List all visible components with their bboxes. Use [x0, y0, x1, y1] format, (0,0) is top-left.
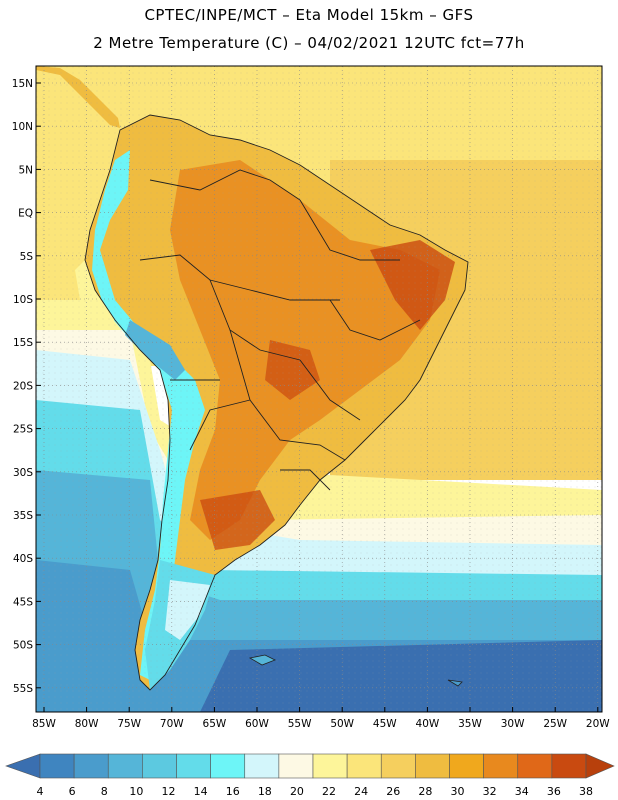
lon-label: 60W: [245, 718, 269, 730]
colorbar-label: 22: [322, 785, 336, 798]
lat-label: 30S: [13, 467, 33, 479]
lat-label: 45S: [13, 596, 33, 608]
colorbar-label: 16: [226, 785, 240, 798]
lon-label: 80W: [75, 718, 99, 730]
colorbar-label: 24: [354, 785, 368, 798]
colorbar: 4 6 8 10 12 14 16 18 20 22 24 26 28 30 32 34 36 38: [5, 753, 615, 798]
lon-label: 40W: [416, 718, 440, 730]
lon-label: 75W: [117, 718, 141, 730]
colorbar-label: 10: [129, 785, 143, 798]
lon-label: 85W: [32, 718, 56, 730]
lon-label: 35W: [458, 718, 482, 730]
colorbar-swatch: [278, 753, 314, 779]
colorbar-swatch: [415, 753, 450, 779]
country-borders: [84, 114, 469, 691]
colorbar-label: 28: [418, 785, 432, 798]
colorbar-swatch: [73, 753, 109, 779]
colorbar-swatch: [380, 753, 416, 779]
lat-label: 15N: [12, 78, 33, 90]
colorbar-label: 6: [69, 785, 76, 798]
south-georgia: [447, 679, 463, 687]
colorbar-swatch: [449, 753, 484, 779]
colorbar-swatch: [551, 753, 587, 779]
title-line-2: 2 Metre Temperature (C) – 04/02/2021 12U…: [93, 34, 525, 52]
colorbar-swatch: [346, 753, 382, 779]
lat-label: 5N: [18, 164, 33, 176]
lon-label: 55W: [288, 718, 312, 730]
colorbar-label: 14: [194, 785, 208, 798]
longitude-axis: 85W 80W 75W 70W 65W 60W 55W 50W 45W 40W 35W 30W 25W 2…: [32, 707, 610, 730]
colorbar-swatch: [312, 753, 348, 779]
colorbar-swatch: [244, 753, 280, 779]
latitude-axis: 15N 10N 5N EQ 5S 10S 15S 20S 25S 30S 35S 40S 45S 50S 5…: [12, 78, 41, 695]
colorbar-arrow-high: [585, 753, 615, 779]
colorbar-label: 18: [258, 785, 272, 798]
colorbar-label: 8: [101, 785, 108, 798]
colorbar-label: 38: [579, 785, 593, 798]
lat-label: 10N: [12, 121, 33, 133]
lat-label: 15S: [13, 337, 33, 349]
colorbar-label: 36: [547, 785, 561, 798]
map-frame: [35, 65, 603, 713]
falkland-islands: [248, 654, 276, 666]
colorbar-label: 4: [37, 785, 44, 798]
lat-label: 5S: [20, 251, 34, 263]
colorbar-swatch: [142, 753, 177, 779]
colorbar-label: 12: [161, 785, 175, 798]
lon-label: 45W: [373, 718, 397, 730]
title-line-1: CPTEC/INPE/MCT – Eta Model 15km – GFS: [144, 6, 474, 24]
lat-label: 40S: [13, 553, 33, 565]
colorbar-swatch: [176, 753, 211, 779]
colorbar-swatch: [107, 753, 143, 779]
lat-label: 20S: [13, 380, 33, 392]
lat-label: 10S: [13, 294, 33, 306]
colorbar-swatch: [210, 753, 246, 779]
lon-label: 25W: [543, 718, 567, 730]
lon-label: 70W: [160, 718, 184, 730]
colorbar-label: 34: [515, 785, 529, 798]
colorbar-label: 32: [483, 785, 497, 798]
lat-label: EQ: [18, 208, 33, 220]
lat-label: 35S: [13, 510, 33, 522]
lat-label: 55S: [13, 683, 33, 695]
colorbar-swatch: [39, 753, 75, 779]
lat-label: 25S: [13, 424, 33, 436]
lon-label: 50W: [330, 718, 354, 730]
lon-label: 30W: [501, 718, 525, 730]
lat-label: 50S: [13, 640, 33, 652]
colorbar-swatch: [517, 753, 553, 779]
colorbar-label: 26: [386, 785, 400, 798]
colorbar-label: 30: [451, 785, 465, 798]
colorbar-label: 20: [290, 785, 304, 798]
colorbar-arrow-low: [5, 753, 41, 779]
lon-label: 65W: [203, 718, 227, 730]
colorbar-swatch: [483, 753, 519, 779]
lon-label: 20W: [586, 718, 610, 730]
